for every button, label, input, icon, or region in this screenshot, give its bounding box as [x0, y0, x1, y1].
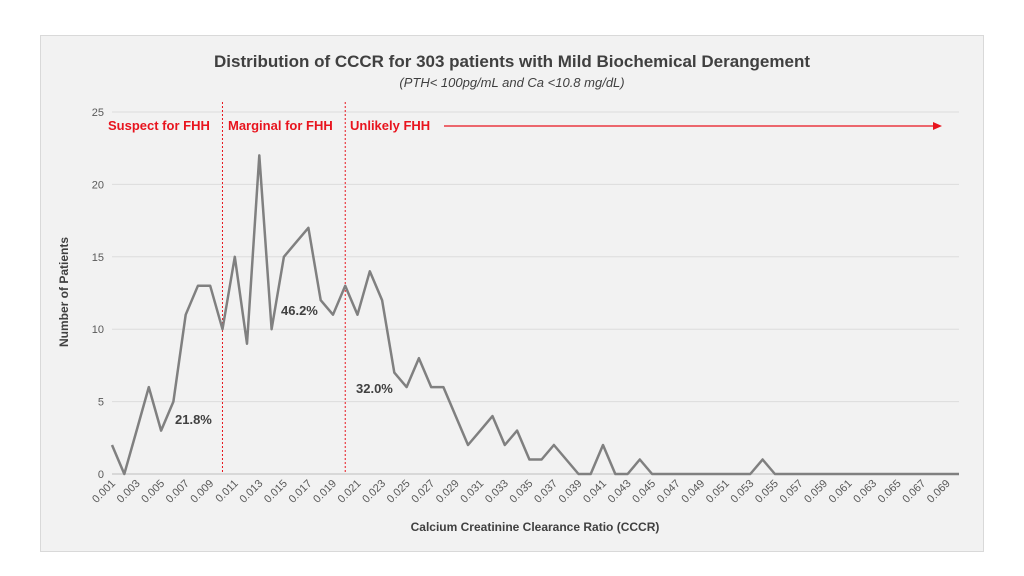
- x-tick-label: 0.033: [483, 478, 511, 506]
- x-tick-label: 0.043: [606, 478, 634, 506]
- chart-subtitle: (PTH< 100pg/mL and Ca <10.8 mg/dL): [399, 75, 624, 90]
- x-tick-label: 0.021: [336, 478, 364, 506]
- y-axis-title: Number of Patients: [57, 237, 71, 347]
- x-tick-label: 0.037: [532, 478, 560, 506]
- x-tick-label: 0.025: [385, 478, 413, 506]
- x-tick-label: 0.035: [508, 478, 536, 506]
- x-tick-label: 0.031: [458, 478, 486, 506]
- x-tick-label: 0.049: [679, 478, 707, 506]
- x-tick-label: 0.055: [753, 478, 781, 506]
- x-tick-label: 0.057: [778, 478, 806, 506]
- line-chart: Distribution of CCCR for 303 patients wi…: [57, 52, 959, 534]
- series-line: [110, 154, 959, 476]
- x-tick-label: 0.047: [655, 478, 683, 506]
- x-tick-label: 0.023: [360, 478, 388, 506]
- region-label-suspect: Suspect for FHH: [108, 118, 210, 133]
- x-tick-label: 0.009: [188, 478, 216, 506]
- x-tick-label: 0.045: [630, 478, 658, 506]
- x-tick-label: 0.059: [802, 478, 830, 506]
- x-tick-label: 0.013: [237, 478, 265, 506]
- x-tick-label: 0.067: [900, 478, 928, 506]
- x-tick-label: 0.017: [287, 478, 315, 506]
- region-arrow-head: [933, 122, 942, 130]
- x-axis-title: Calcium Creatinine Clearance Ratio (CCCR…: [411, 520, 660, 534]
- y-tick-label: 0: [98, 469, 104, 481]
- y-tick-label: 25: [92, 107, 104, 119]
- x-tick-label: 0.053: [728, 478, 756, 506]
- x-tick-label: 0.007: [164, 478, 192, 506]
- x-tick-label: 0.003: [115, 478, 143, 506]
- x-tick-label: 0.039: [557, 478, 585, 506]
- x-tick-label: 0.001: [90, 478, 118, 506]
- region-label-marginal: Marginal for FHH: [228, 118, 333, 133]
- chart-title: Distribution of CCCR for 303 patients wi…: [214, 52, 810, 71]
- x-tick-label: 0.063: [851, 478, 879, 506]
- x-tick-label: 0.065: [876, 478, 904, 506]
- x-tick-label: 0.027: [409, 478, 437, 506]
- x-tick-label: 0.019: [311, 478, 339, 506]
- y-tick-label: 5: [98, 397, 104, 409]
- region-percent-unlikely: 32.0%: [356, 381, 393, 396]
- x-tick-label: 0.051: [704, 478, 732, 506]
- x-tick-label: 0.011: [213, 478, 240, 505]
- y-tick-label: 10: [92, 324, 104, 336]
- x-tick-label: 0.041: [581, 478, 609, 506]
- y-tick-label: 20: [92, 179, 104, 191]
- x-tick-label: 0.029: [434, 478, 462, 506]
- x-tick-label: 0.005: [139, 478, 167, 506]
- x-tick-label: 0.061: [827, 478, 855, 506]
- region-percent-suspect: 21.8%: [175, 412, 212, 427]
- y-tick-label: 15: [92, 252, 104, 264]
- x-tick-label: 0.069: [925, 478, 953, 506]
- region-percent-marginal: 46.2%: [281, 303, 318, 318]
- region-label-unlikely: Unlikely FHH: [350, 118, 430, 133]
- chart-frame: Distribution of CCCR for 303 patients wi…: [40, 35, 984, 552]
- x-tick-label: 0.015: [262, 478, 290, 506]
